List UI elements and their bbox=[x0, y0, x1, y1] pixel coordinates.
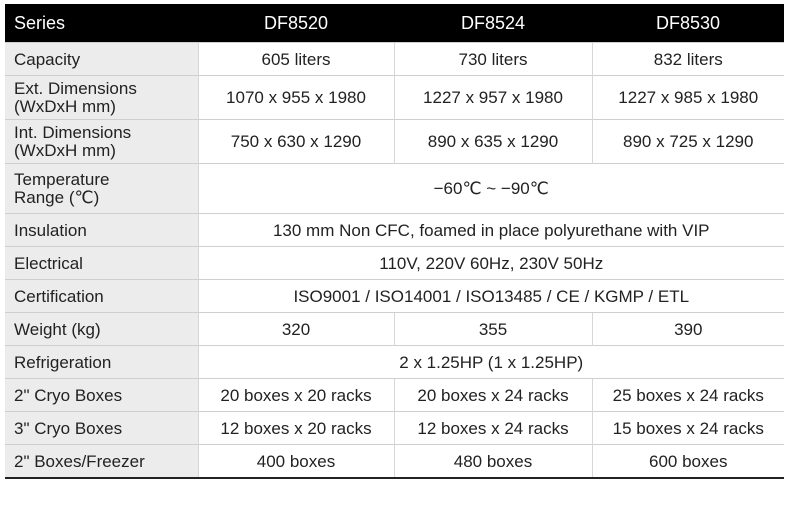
row-label-text: Int. Dimensions (WxDxH mm) bbox=[14, 122, 132, 160]
row-insulation: Insulation 130 mm Non CFC, foamed in pla… bbox=[5, 213, 784, 247]
row-boxes-per-freezer: 2" Boxes/Freezer 400 boxes 480 boxes 600… bbox=[5, 444, 784, 479]
row-label: 2" Cryo Boxes bbox=[5, 378, 198, 412]
spanned-cell: 110V, 220V 60Hz, 230V 50Hz bbox=[197, 246, 784, 280]
cell: 15 boxes x 24 racks bbox=[591, 411, 784, 445]
row-int-dimensions: Int. Dimensions (WxDxH mm) 750 x 630 x 1… bbox=[5, 119, 784, 164]
row-label: Electrical bbox=[5, 246, 198, 280]
cell: 600 boxes bbox=[591, 444, 784, 479]
cell: 12 boxes x 20 racks bbox=[197, 411, 394, 445]
cell: 890 x 725 x 1290 bbox=[591, 119, 784, 164]
cell: 1227 x 985 x 1980 bbox=[591, 75, 784, 120]
spanned-cell: −60℃ ~ −90℃ bbox=[197, 163, 784, 214]
cell: 320 bbox=[197, 312, 394, 346]
spanned-cell: 130 mm Non CFC, foamed in place polyuret… bbox=[197, 213, 784, 247]
row-label: Weight (kg) bbox=[5, 312, 198, 346]
cell: 890 x 635 x 1290 bbox=[393, 119, 592, 164]
header-model-3: DF8530 bbox=[592, 4, 784, 43]
cell: 400 boxes bbox=[197, 444, 394, 479]
row-label: 3" Cryo Boxes bbox=[5, 411, 198, 445]
row-label: 2" Boxes/Freezer bbox=[5, 444, 198, 479]
cell: 20 boxes x 20 racks bbox=[197, 378, 394, 412]
row-2in-cryo-boxes: 2" Cryo Boxes 20 boxes x 20 racks 20 box… bbox=[5, 378, 784, 412]
cell: 20 boxes x 24 racks bbox=[393, 378, 592, 412]
spanned-cell: ISO9001 / ISO14001 / ISO13485 / CE / KGM… bbox=[197, 279, 784, 313]
row-ext-dimensions: Ext. Dimensions (WxDxH mm) 1070 x 955 x … bbox=[5, 75, 784, 120]
row-label: Insulation bbox=[5, 213, 198, 247]
row-capacity: Capacity 605 liters 730 liters 832 liter… bbox=[5, 42, 784, 76]
row-label: Capacity bbox=[5, 42, 198, 76]
row-label-text: Ext. Dimensions (WxDxH mm) bbox=[14, 78, 137, 116]
spec-table: Series DF8520 DF8524 DF8530 Capacity 605… bbox=[5, 4, 784, 479]
cell: 730 liters bbox=[393, 42, 592, 76]
row-weight: Weight (kg) 320 355 390 bbox=[5, 312, 784, 346]
header-row: Series DF8520 DF8524 DF8530 bbox=[5, 4, 784, 43]
row-label: Ext. Dimensions (WxDxH mm) bbox=[5, 75, 198, 120]
row-label: Certification bbox=[5, 279, 198, 313]
header-model-2: DF8524 bbox=[394, 4, 592, 43]
spanned-cell: 2 x 1.25HP (1 x 1.25HP) bbox=[197, 345, 784, 379]
row-temperature-range: Temperature Range (℃) −60℃ ~ −90℃ bbox=[5, 163, 784, 214]
cell: 390 bbox=[591, 312, 784, 346]
cell: 1070 x 955 x 1980 bbox=[197, 75, 394, 120]
row-label: Int. Dimensions (WxDxH mm) bbox=[5, 119, 198, 164]
row-label-text: Temperature Range (℃) bbox=[14, 169, 110, 207]
cell: 355 bbox=[393, 312, 592, 346]
row-certification: Certification ISO9001 / ISO14001 / ISO13… bbox=[5, 279, 784, 313]
row-label: Refrigeration bbox=[5, 345, 198, 379]
cell: 12 boxes x 24 racks bbox=[393, 411, 592, 445]
cell: 480 boxes bbox=[393, 444, 592, 479]
header-model-1: DF8520 bbox=[198, 4, 394, 43]
cell: 1227 x 957 x 1980 bbox=[393, 75, 592, 120]
cell: 750 x 630 x 1290 bbox=[197, 119, 394, 164]
cell: 605 liters bbox=[197, 42, 394, 76]
row-refrigeration: Refrigeration 2 x 1.25HP (1 x 1.25HP) bbox=[5, 345, 784, 379]
row-electrical: Electrical 110V, 220V 60Hz, 230V 50Hz bbox=[5, 246, 784, 280]
row-3in-cryo-boxes: 3" Cryo Boxes 12 boxes x 20 racks 12 box… bbox=[5, 411, 784, 445]
cell: 832 liters bbox=[591, 42, 784, 76]
header-series: Series bbox=[5, 4, 198, 43]
cell: 25 boxes x 24 racks bbox=[591, 378, 784, 412]
row-label: Temperature Range (℃) bbox=[5, 163, 198, 214]
